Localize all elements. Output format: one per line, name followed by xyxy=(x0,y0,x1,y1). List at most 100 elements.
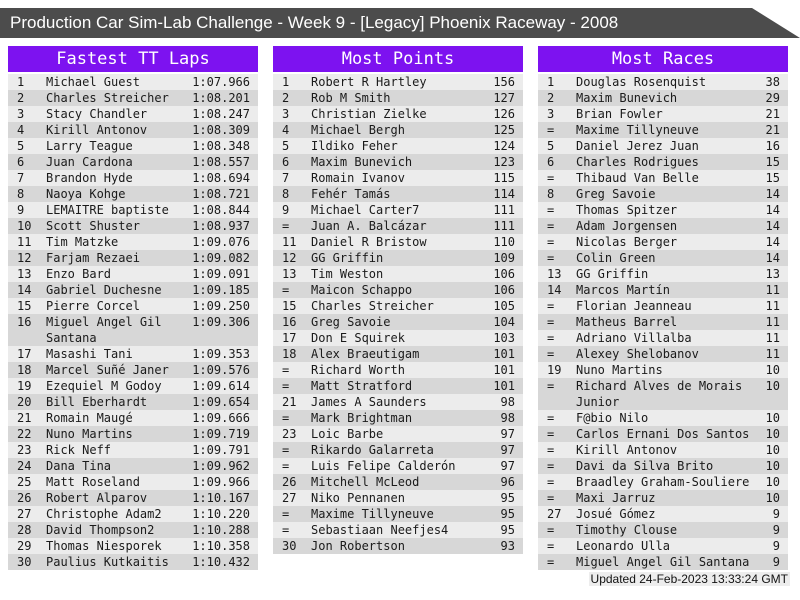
rank-cell: = xyxy=(547,235,555,249)
name-cell: David Thompson2 xyxy=(46,523,155,537)
table-row: = Juan A. Balcázar 111 xyxy=(273,218,523,234)
name-cell: Ezequiel M Godoy xyxy=(46,379,162,393)
value-cell: 127 xyxy=(493,91,515,105)
table-row: 23 Rick Neff 1:09.791 xyxy=(8,442,258,458)
value-cell: 14 xyxy=(765,251,780,265)
rank-cell: 3 xyxy=(17,107,25,121)
rank-cell: 6 xyxy=(17,155,25,169)
name-cell: Jon Robertson xyxy=(311,539,405,553)
value-cell: 111 xyxy=(493,219,515,233)
value-cell: 38 xyxy=(765,75,780,89)
table-row: 17 Masashi Tani 1:09.353 xyxy=(8,346,258,362)
value-cell: 105 xyxy=(493,299,515,313)
value-cell: 110 xyxy=(493,235,515,249)
rank-cell: 15 xyxy=(17,299,32,313)
name-cell: Maxime Tillyneuve xyxy=(576,123,699,137)
value-cell: 21 xyxy=(765,107,780,121)
rank-cell: = xyxy=(547,539,555,553)
rank-cell: = xyxy=(282,459,290,473)
name-cell: Mitchell McLeod xyxy=(311,475,420,489)
value-cell: 124 xyxy=(493,139,515,153)
name-cell: Josué Gómez xyxy=(576,507,656,521)
rank-cell: = xyxy=(282,219,290,233)
name-cell: Braadley Graham-Souliere xyxy=(576,475,750,489)
rank-cell: 24 xyxy=(17,459,32,473)
value-cell: 29 xyxy=(765,91,780,105)
value-cell: 9 xyxy=(772,507,780,521)
name-cell: Loic Barbe xyxy=(311,427,384,441)
rank-cell: 13 xyxy=(547,267,562,281)
value-cell: 123 xyxy=(493,155,515,169)
table-row: 9 LEMAITRE baptiste 1:08.844 xyxy=(8,202,258,218)
rank-cell: 9 xyxy=(17,203,25,217)
value-cell: 1:09.250 xyxy=(192,299,250,313)
value-cell: 21 xyxy=(765,123,780,137)
table-row: 3 Stacy Chandler 1:08.247 xyxy=(8,106,258,122)
value-cell: 104 xyxy=(493,315,515,329)
value-cell: 101 xyxy=(493,347,515,361)
value-cell: 106 xyxy=(493,283,515,297)
value-cell: 1:09.091 xyxy=(192,267,250,281)
rank-cell: = xyxy=(547,251,555,265)
value-cell: 1:09.962 xyxy=(192,459,250,473)
table-row: 4 Kirill Antonov 1:08.309 xyxy=(8,122,258,138)
table-row: = Alexey Shelobanov 11 xyxy=(538,346,788,362)
value-cell: 96 xyxy=(500,475,515,489)
table-row: 1 Robert R Hartley 156 xyxy=(273,74,523,90)
rank-cell: = xyxy=(547,411,555,425)
value-cell: 1:08.937 xyxy=(192,219,250,233)
value-cell: 1:09.719 xyxy=(192,427,250,441)
rank-cell: 5 xyxy=(547,139,555,153)
rank-cell: 21 xyxy=(17,411,32,425)
value-cell: 1:09.614 xyxy=(192,379,250,393)
rank-cell: 10 xyxy=(17,219,32,233)
rank-cell: 16 xyxy=(17,315,32,329)
rank-cell: = xyxy=(282,523,290,537)
value-cell: 9 xyxy=(772,539,780,553)
table-row: 19 Nuno Martins 10 xyxy=(538,362,788,378)
rank-cell: 23 xyxy=(17,443,32,457)
name-cell: Pierre Corcel xyxy=(46,299,140,313)
table-row: 4 Michael Bergh 125 xyxy=(273,122,523,138)
name-cell: Gabriel Duchesne xyxy=(46,283,162,297)
name-cell: Don E Squirek xyxy=(311,331,405,345)
value-cell: 97 xyxy=(500,459,515,473)
name-cell: Luis Felipe Calderón xyxy=(311,459,456,473)
value-cell: 125 xyxy=(493,123,515,137)
rank-cell: 7 xyxy=(17,171,25,185)
table-row: = Nicolas Berger 14 xyxy=(538,234,788,250)
table-row: 7 Brandon Hyde 1:08.694 xyxy=(8,170,258,186)
name-cell: Christophe Adam2 xyxy=(46,507,162,521)
value-cell: 1:08.201 xyxy=(192,91,250,105)
table-row: 2 Rob M Smith 127 xyxy=(273,90,523,106)
updated-timestamp: Updated 24-Feb-2023 13:33:24 GMT xyxy=(588,572,790,586)
table-row: 16 Greg Savoie 104 xyxy=(273,314,523,330)
name-cell: Florian Jeanneau xyxy=(576,299,692,313)
table-row: 18 Alex Braeutigam 101 xyxy=(273,346,523,362)
value-cell: 9 xyxy=(772,523,780,537)
table-row: = Timothy Clouse 9 xyxy=(538,522,788,538)
value-cell: 115 xyxy=(493,171,515,185)
value-cell: 1:08.557 xyxy=(192,155,250,169)
rank-cell: 30 xyxy=(17,555,32,569)
table-row: 21 James A Saunders 98 xyxy=(273,394,523,410)
value-cell: 10 xyxy=(765,459,780,473)
rank-cell: 21 xyxy=(282,395,297,409)
value-cell: 1:09.654 xyxy=(192,395,250,409)
name-cell: Romain Maugé xyxy=(46,411,133,425)
value-cell: 1:09.966 xyxy=(192,475,250,489)
rank-cell: 13 xyxy=(282,267,297,281)
name-cell: LEMAITRE baptiste xyxy=(46,203,169,217)
rank-cell: 9 xyxy=(282,203,290,217)
name-cell: Matt Roseland xyxy=(46,475,140,489)
name-cell: Douglas Rosenquist xyxy=(576,75,707,89)
title-bar: Production Car Sim-Lab Challenge - Week … xyxy=(0,8,800,38)
rank-cell: = xyxy=(547,443,555,457)
table-row: 18 Marcel Suñé Janer 1:09.576 xyxy=(8,362,258,378)
table-row: = Kirill Antonov 10 xyxy=(538,442,788,458)
table-row: = Matt Stratford 101 xyxy=(273,378,523,394)
value-cell: 1:09.576 xyxy=(192,363,250,377)
name-cell: James A Saunders xyxy=(311,395,427,409)
table-row: = Richard Worth 101 xyxy=(273,362,523,378)
rank-cell: 26 xyxy=(17,491,32,505)
